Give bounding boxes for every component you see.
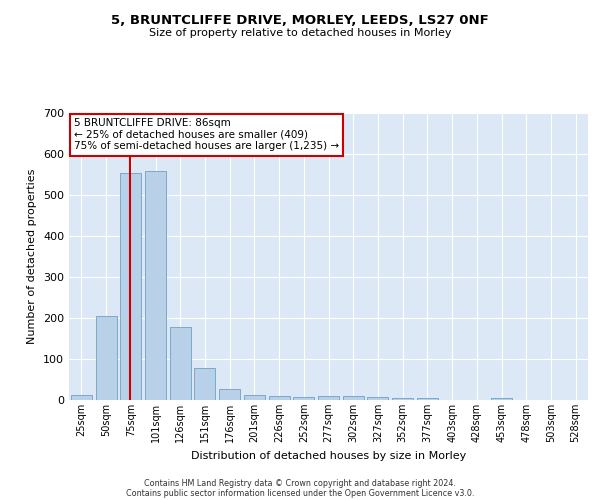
Bar <box>367 397 388 400</box>
Bar <box>170 327 191 400</box>
Bar <box>269 396 290 400</box>
Bar <box>95 316 116 400</box>
Bar <box>145 171 166 400</box>
Y-axis label: Number of detached properties: Number of detached properties <box>28 168 37 344</box>
Text: 5 BRUNTCLIFFE DRIVE: 86sqm
← 25% of detached houses are smaller (409)
75% of sem: 5 BRUNTCLIFFE DRIVE: 86sqm ← 25% of deta… <box>74 118 340 152</box>
Bar <box>194 368 215 400</box>
Text: Contains public sector information licensed under the Open Government Licence v3: Contains public sector information licen… <box>126 488 474 498</box>
Text: 5, BRUNTCLIFFE DRIVE, MORLEY, LEEDS, LS27 0NF: 5, BRUNTCLIFFE DRIVE, MORLEY, LEEDS, LS2… <box>111 14 489 27</box>
Text: Contains HM Land Registry data © Crown copyright and database right 2024.: Contains HM Land Registry data © Crown c… <box>144 478 456 488</box>
Bar <box>71 394 92 400</box>
X-axis label: Distribution of detached houses by size in Morley: Distribution of detached houses by size … <box>191 450 466 460</box>
Text: Size of property relative to detached houses in Morley: Size of property relative to detached ho… <box>149 28 451 38</box>
Bar <box>318 396 339 400</box>
Bar <box>491 398 512 400</box>
Bar <box>120 173 141 400</box>
Bar <box>417 398 438 400</box>
Bar <box>219 388 240 400</box>
Bar <box>343 396 364 400</box>
Bar <box>392 398 413 400</box>
Bar <box>293 397 314 400</box>
Bar <box>244 394 265 400</box>
